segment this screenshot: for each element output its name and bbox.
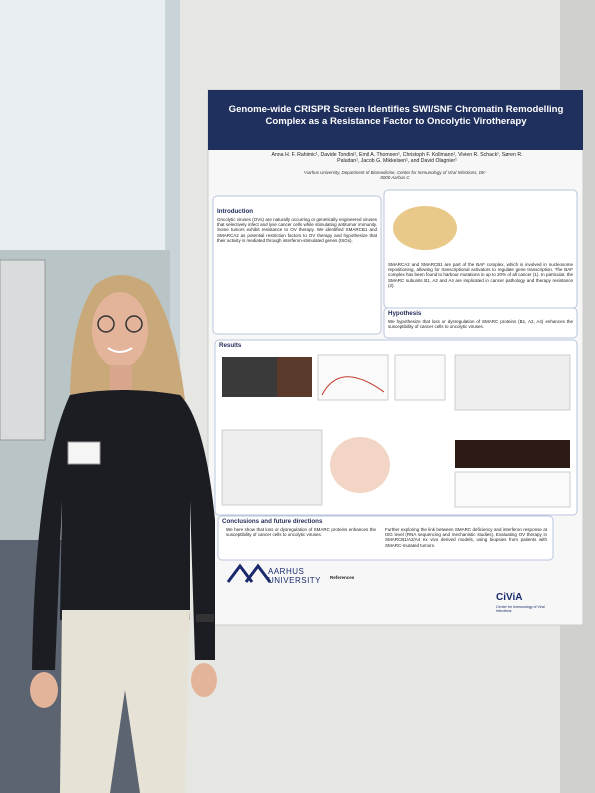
name-badge — [67, 441, 101, 465]
hypothesis-heading: Hypothesis — [388, 310, 422, 317]
poster-title: Genome-wide CRISPR Screen Identifies SWI… — [228, 104, 564, 127]
poster-authors: Anna H. F. Rahimic¹, Davide Tondini¹, Em… — [271, 152, 523, 164]
hypothesis-box — [383, 307, 578, 339]
fig-micrograph — [222, 357, 277, 397]
neck — [110, 365, 132, 390]
smile — [107, 347, 133, 353]
hypothesis-text: We hypothesize that loss or dysregulatio… — [388, 319, 573, 330]
intro-text: Oncolytic viruses (OVs) are naturally oc… — [217, 217, 377, 243]
title-bar — [208, 90, 583, 150]
hand — [30, 672, 58, 708]
center-logo-subtitle: Center for Immunology of Viral Infection… — [496, 605, 545, 614]
fig-blot — [221, 429, 323, 506]
side-board — [0, 259, 46, 441]
fig-anatomy — [330, 437, 390, 493]
references: References — [330, 575, 355, 580]
watch — [196, 614, 214, 622]
conclusions-right: Further exploring the link between SMARC… — [385, 527, 547, 548]
poster-affiliation: ¹Aarhus University, Department of Biomed… — [303, 170, 487, 181]
conclusions-heading: Conclusions and future directions — [222, 518, 323, 525]
au-logo-mark — [226, 563, 272, 583]
intro-box — [212, 195, 382, 335]
conclusions-left: We here show that loss or dysregulation … — [226, 527, 376, 538]
face — [92, 292, 148, 368]
fig-blot — [454, 354, 571, 411]
fig-curve-line — [321, 376, 385, 396]
window-glass — [0, 0, 165, 250]
center-logo: CiViA — [496, 592, 523, 603]
intro-heading: Introduction — [217, 208, 254, 215]
white-jeans — [60, 610, 190, 793]
fig-micrograph — [455, 440, 570, 468]
hand — [191, 663, 217, 697]
baf-figure — [393, 206, 457, 250]
fig-micrograph — [277, 357, 312, 397]
results-heading: Results — [219, 342, 242, 349]
glasses — [97, 315, 115, 333]
fig-bars — [454, 471, 571, 508]
background-text: SMARCA2 and SMARCB1 are part of the BAF … — [388, 262, 573, 288]
conclusions-box — [217, 515, 554, 561]
glasses — [125, 315, 143, 333]
university-logo-text: AARHUS UNIVERSITY — [268, 567, 322, 585]
fig-scatter — [394, 354, 446, 401]
